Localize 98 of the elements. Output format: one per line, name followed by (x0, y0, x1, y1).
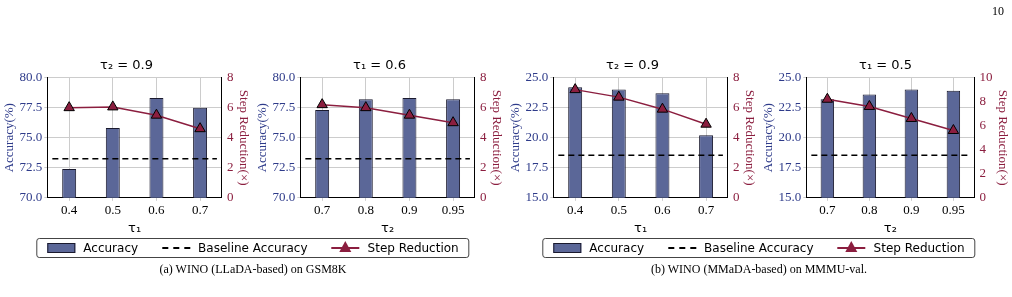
y2-axis-title: Step Reduction(×) (742, 89, 758, 186)
y-tick-label: 75.0 (272, 129, 296, 145)
x-tick-label: 0.5 (610, 202, 627, 218)
y-tick-label: 20.0 (525, 129, 549, 145)
point (700, 117, 712, 128)
y2-tick-label: 10 (979, 69, 993, 85)
legend-label: Accuracy (83, 241, 139, 255)
x-tick-label: 0.7 (191, 202, 209, 218)
y-tick-label: 17.5 (778, 159, 802, 175)
point (863, 99, 876, 110)
point (316, 98, 328, 109)
y-tick-label: 22.5 (525, 99, 549, 115)
x-tick-label: 0.95 (441, 202, 465, 218)
y-axis-title: Accuracy(%) (1, 103, 17, 173)
x-axis-title: τ₁ (634, 219, 648, 235)
y2-tick-label: 2 (979, 165, 986, 181)
chart-title: τ₂ = 0.9 (606, 57, 659, 73)
y-tick-label: 70.0 (19, 189, 43, 205)
point (150, 108, 163, 119)
legend-label: Step Reduction (873, 241, 965, 255)
y-tick-label: 22.5 (778, 99, 802, 115)
y2-axis-title: Step Reduction(×) (995, 89, 1011, 186)
y2-tick-label: 6 (732, 99, 740, 115)
point (403, 108, 416, 119)
y-tick-label: 15.0 (778, 189, 802, 205)
x-tick-label: 0.7 (697, 202, 715, 218)
point (63, 101, 75, 112)
y-tick-label: 80.0 (272, 69, 296, 85)
y2-tick-label: 6 (479, 99, 487, 115)
x-axis-title: τ₁ (128, 219, 142, 235)
y-axis-title: Accuracy(%) (507, 103, 523, 173)
legend-label: Step Reduction (367, 241, 459, 255)
legend-label: Baseline Accuracy (704, 241, 814, 255)
y-tick-label: 17.5 (525, 159, 549, 175)
legend-label: Accuracy (589, 241, 645, 255)
y-tick-label: 77.5 (272, 99, 296, 115)
y2-tick-label: 8 (979, 93, 986, 109)
y2-tick-label: 8 (479, 69, 487, 85)
y-axis-title: Accuracy(%) (254, 103, 270, 173)
x-tick-label: 0.8 (357, 202, 374, 218)
y2-tick-label: 2 (732, 159, 740, 175)
y2-tick-label: 8 (732, 69, 740, 85)
y2-tick-label: 2 (226, 159, 234, 175)
x-tick-label: 0.8 (861, 202, 878, 218)
chart-title: τ₁ = 0.5 (859, 57, 912, 73)
x-tick-label: 0.7 (819, 202, 836, 218)
y-tick-label: 15.0 (525, 189, 549, 205)
x-tick-label: 0.5 (104, 202, 121, 218)
y2-tick-label: 4 (226, 129, 234, 145)
y-axis-title: Accuracy(%) (760, 103, 776, 173)
point (569, 83, 581, 94)
x-tick-label: 0.9 (401, 202, 418, 218)
y-tick-label: 72.5 (272, 159, 296, 175)
y-tick-label: 25.0 (525, 69, 549, 85)
point (613, 90, 625, 101)
chart-title: τ₁ = 0.6 (353, 57, 406, 73)
y2-tick-label: 0 (979, 189, 986, 205)
chart-title: τ₂ = 0.9 (100, 57, 153, 73)
text: (a) WINO (LLaDA-based) on GSM8K (158, 262, 348, 277)
y-tick-label: 20.0 (778, 129, 802, 145)
y-tick-label: 80.0 (19, 69, 43, 85)
x-tick-label: 0.4 (567, 202, 584, 218)
y-tick-label: 75.0 (19, 129, 43, 145)
point (107, 100, 119, 111)
y2-tick-label: 4 (979, 141, 987, 157)
point (194, 122, 206, 133)
point (656, 102, 669, 113)
y2-axis-title: Step Reduction(×) (236, 89, 252, 186)
y2-tick-label: 6 (979, 117, 987, 133)
y-tick-label: 25.0 (778, 69, 802, 85)
y2-tick-label: 4 (479, 129, 487, 145)
y2-tick-label: 0 (732, 189, 740, 205)
y2-tick-label: 0 (226, 189, 234, 205)
legend-label: Baseline Accuracy (198, 241, 308, 255)
x-tick-label: 0.4 (61, 202, 78, 218)
text: 10 (992, 4, 1004, 19)
x-tick-label: 0.7 (314, 202, 331, 218)
point (905, 111, 918, 122)
y2-tick-label: 0 (479, 189, 487, 205)
point (947, 123, 960, 134)
x-axis-title: τ₂ (883, 219, 897, 235)
y-tick-label: 72.5 (19, 159, 43, 175)
point (447, 116, 459, 127)
x-tick-label: 0.6 (654, 202, 672, 218)
x-tick-label: 0.9 (903, 202, 920, 218)
y2-tick-label: 4 (732, 129, 740, 145)
y2-axis-title: Step Reduction(×) (489, 89, 505, 186)
x-tick-label: 0.95 (942, 202, 965, 218)
y2-tick-label: 8 (226, 69, 234, 85)
point (821, 92, 834, 103)
text: (b) WINO (MMaDA-based) on MMMU-val. (649, 262, 869, 277)
point (360, 101, 372, 112)
y-tick-label: 77.5 (19, 99, 43, 115)
y2-tick-label: 6 (226, 99, 234, 115)
x-tick-label: 0.6 (148, 202, 166, 218)
y-tick-label: 70.0 (272, 189, 296, 205)
y2-tick-label: 2 (479, 159, 487, 175)
x-axis-title: τ₂ (381, 219, 395, 235)
